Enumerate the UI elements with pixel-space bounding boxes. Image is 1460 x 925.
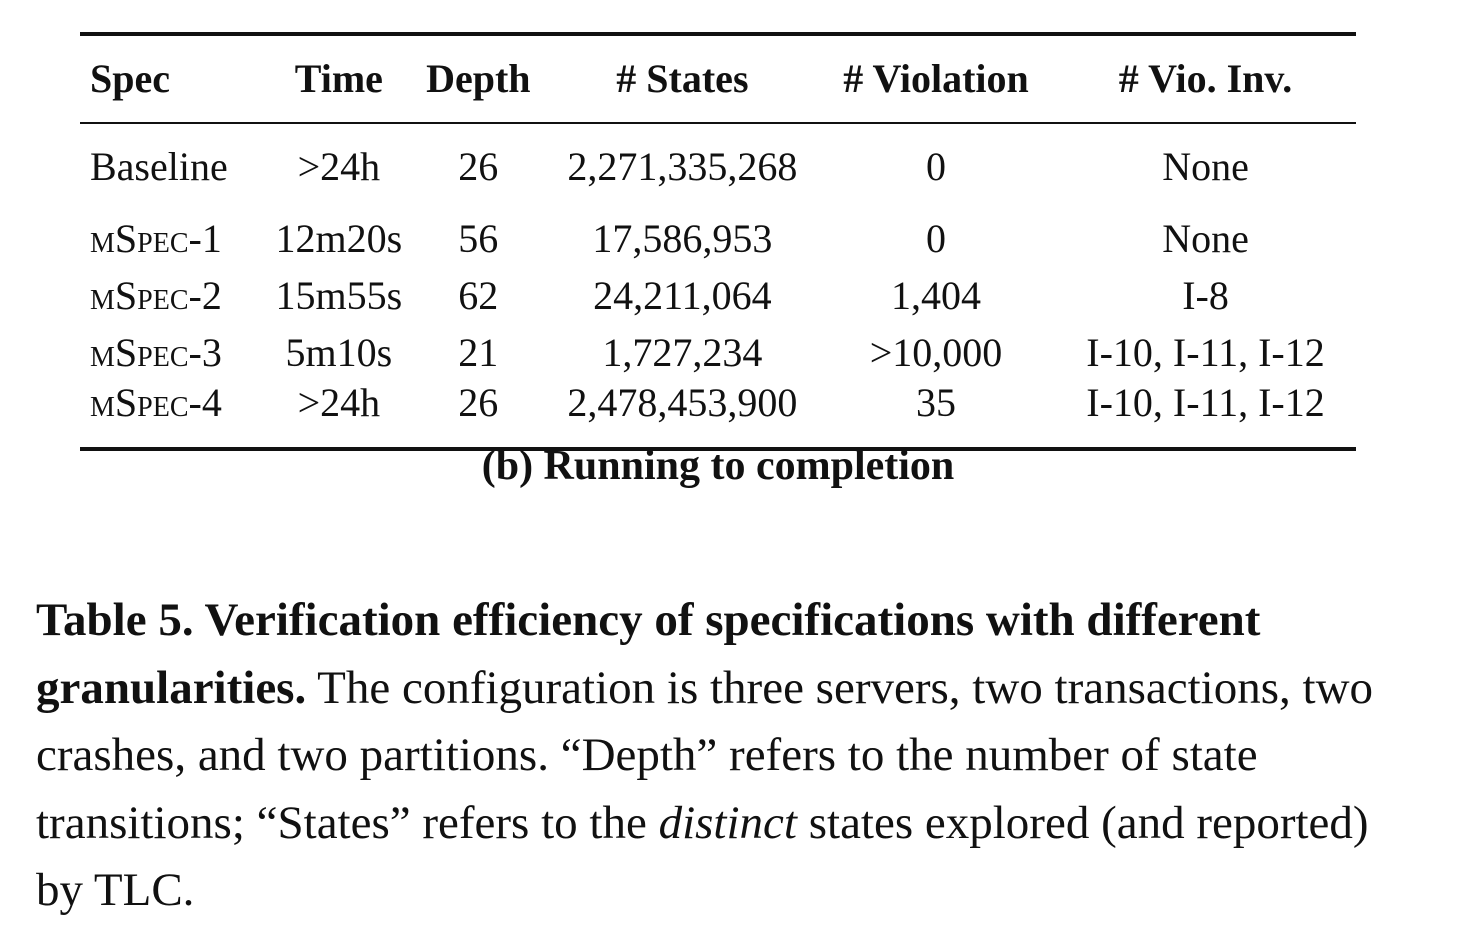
cell-vio-inv: I-8 — [1182, 272, 1229, 318]
cell-spec: mSpec-4 — [90, 380, 222, 425]
caption-title: Table 5. Verification efficiency of spec… — [36, 594, 1261, 714]
cell-time: 12m20s — [275, 215, 403, 261]
cell-violation: >10,000 — [869, 329, 1003, 375]
cell-vio-inv: None — [1162, 144, 1249, 189]
header-time: Time — [294, 56, 383, 101]
subtable-caption: (b) Running to completion — [481, 443, 955, 489]
cell-time: >24h — [297, 144, 381, 189]
cell-states: 1,727,234 — [602, 329, 763, 375]
table-row: mSpec-2 15m55s 62 24,211,064 1,404 I-8 — [80, 267, 1356, 324]
header-depth: Depth — [426, 56, 531, 101]
cell-depth: 56 — [458, 215, 499, 261]
cell-vio-inv: I-10, I-11, I-12 — [1086, 380, 1325, 425]
cell-violation: 0 — [925, 215, 946, 261]
cell-depth: 21 — [458, 329, 499, 375]
cell-spec: mSpec-1 — [90, 215, 222, 261]
caption-body-part-1: The configuration is three servers, two … — [36, 661, 1374, 849]
table-header-row: Spec Time Depth # States # Violation # V… — [80, 34, 1356, 123]
header-states: # States — [616, 56, 749, 101]
header-vio-inv: # Vio. Inv. — [1118, 56, 1293, 101]
cell-spec: mSpec-3 — [90, 329, 222, 375]
table-row: Baseline >24h 26 2,271,335,268 0 None — [80, 123, 1356, 210]
verification-efficiency-table: Spec Time Depth # States # Violation # V… — [80, 32, 1356, 451]
cell-depth: 62 — [458, 272, 499, 318]
cell-spec: Baseline — [90, 144, 228, 189]
cell-states: 2,271,335,268 — [567, 144, 798, 189]
cell-depth: 26 — [458, 380, 499, 425]
results-table-container: Spec Time Depth # States # Violation # V… — [80, 32, 1356, 451]
cell-violation: 1,404 — [890, 272, 981, 318]
header-violation: # Violation — [843, 56, 1029, 101]
cell-time: 15m55s — [275, 272, 403, 318]
cell-time: >24h — [297, 380, 381, 425]
cell-vio-inv: I-10, I-11, I-12 — [1086, 329, 1325, 375]
cell-spec: mSpec-2 — [90, 272, 222, 318]
cell-time: 5m10s — [285, 329, 393, 375]
caption-body-part-2: states explored (and reported) by TLC. — [36, 796, 1369, 917]
cell-violation: 0 — [925, 144, 946, 189]
caption-emphasis: distinct — [658, 796, 797, 849]
cell-violation: 35 — [915, 380, 956, 425]
cell-depth: 26 — [458, 144, 499, 189]
cell-vio-inv: None — [1162, 215, 1249, 261]
table-row: mSpec-4 >24h 26 2,478,453,900 35 I-10, I… — [80, 381, 1356, 449]
table-caption: Table 5. Verification efficiency of spec… — [36, 587, 1426, 925]
header-spec: Spec — [90, 56, 170, 101]
cell-states: 2,478,453,900 — [567, 380, 798, 425]
cell-states: 17,586,953 — [592, 215, 773, 261]
table-row: mSpec-3 5m10s 21 1,727,234 >10,000 I-10,… — [80, 324, 1356, 381]
table-row: mSpec-1 12m20s 56 17,586,953 0 None — [80, 210, 1356, 267]
cell-states: 24,211,064 — [593, 272, 772, 318]
